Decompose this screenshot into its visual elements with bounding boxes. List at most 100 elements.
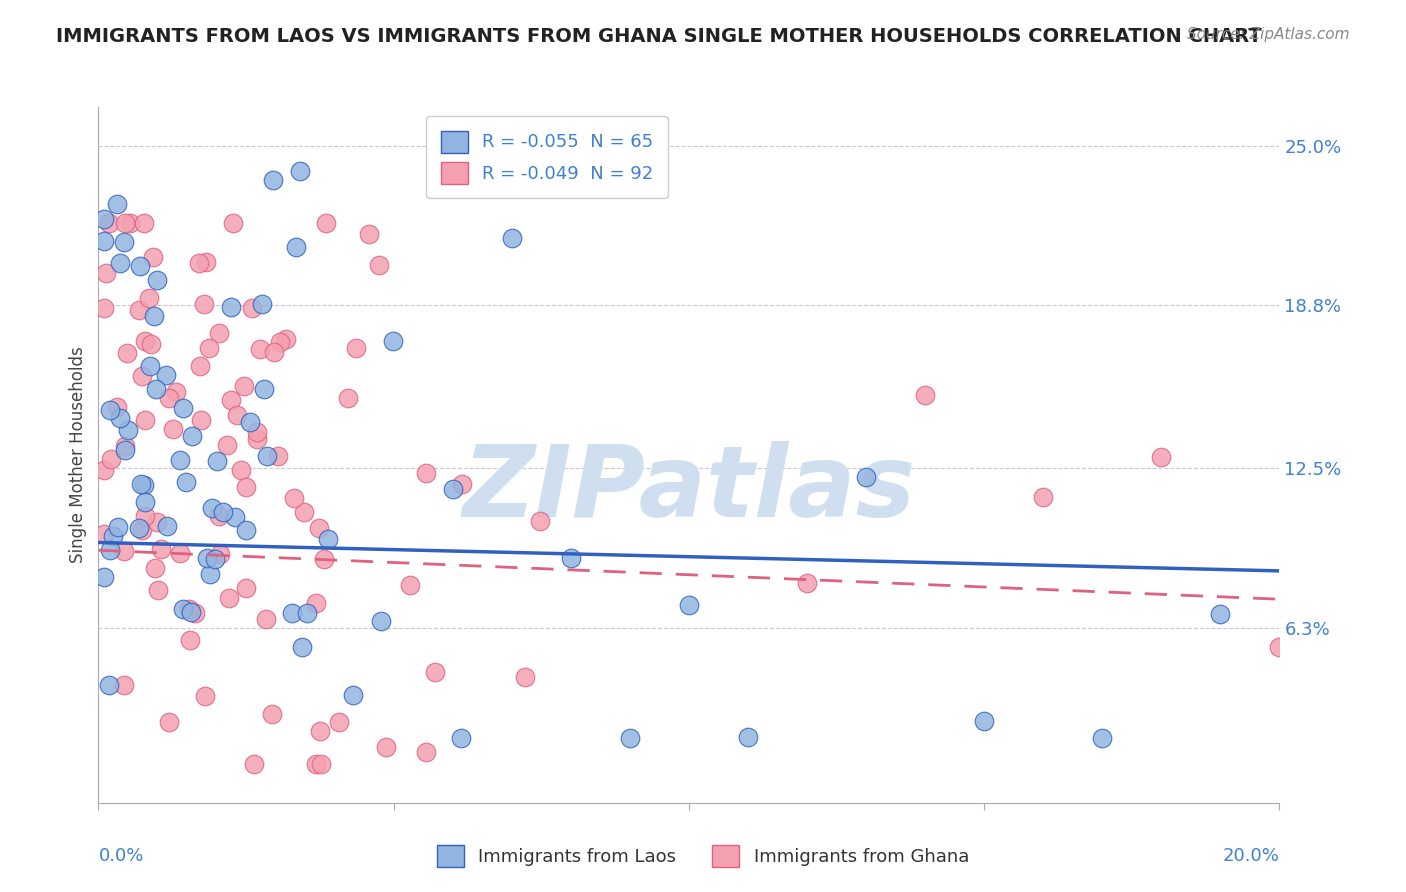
Point <box>305 757 328 772</box>
Point <box>194 689 217 703</box>
Point <box>93 526 115 541</box>
Point <box>198 341 221 355</box>
Point <box>292 505 315 519</box>
Point <box>291 640 314 655</box>
Point <box>93 463 115 477</box>
Point <box>285 240 308 254</box>
Point <box>262 707 284 722</box>
Point <box>138 291 160 305</box>
Point <box>315 216 337 230</box>
Point <box>128 302 150 317</box>
Point <box>737 731 759 745</box>
Point <box>132 478 155 492</box>
Point <box>256 449 278 463</box>
Point <box>187 256 209 270</box>
Point <box>146 515 169 529</box>
Point <box>370 614 392 628</box>
Legend: R = -0.055  N = 65, R = -0.049  N = 92: R = -0.055 N = 65, R = -0.049 N = 92 <box>426 116 668 198</box>
Point <box>235 581 257 595</box>
Point <box>149 541 172 556</box>
Point <box>204 552 226 566</box>
Point <box>375 740 398 755</box>
Point <box>108 256 131 270</box>
Point <box>157 715 180 730</box>
Point <box>233 379 256 393</box>
Point <box>131 523 153 537</box>
Point <box>235 480 257 494</box>
Point <box>263 344 285 359</box>
Point <box>105 196 128 211</box>
Point <box>201 500 224 515</box>
Point <box>172 401 194 415</box>
Point <box>238 415 260 429</box>
Point <box>98 678 121 692</box>
Point <box>678 598 700 612</box>
Point <box>309 757 332 772</box>
Point <box>235 523 257 537</box>
Point <box>97 216 120 230</box>
Point <box>105 401 128 415</box>
Point <box>262 173 284 187</box>
Point <box>100 451 122 466</box>
Point <box>415 745 437 759</box>
Point <box>93 570 115 584</box>
Point <box>138 359 160 374</box>
Point <box>200 566 222 581</box>
Point <box>515 670 537 684</box>
Point <box>280 607 302 621</box>
Point <box>98 543 121 558</box>
Point <box>312 552 335 566</box>
Point <box>208 326 231 340</box>
Point <box>242 757 264 772</box>
Point <box>131 368 153 383</box>
Point <box>398 578 420 592</box>
Point <box>246 432 269 446</box>
Legend: Immigrants from Laos, Immigrants from Ghana: Immigrants from Laos, Immigrants from Gh… <box>429 838 977 874</box>
Point <box>114 443 136 458</box>
Point <box>117 346 139 360</box>
Point <box>342 688 364 702</box>
Text: Source: ZipAtlas.com: Source: ZipAtlas.com <box>1187 27 1350 42</box>
Point <box>157 391 180 405</box>
Point <box>254 612 277 626</box>
Point <box>134 509 156 524</box>
Point <box>219 392 242 407</box>
Point <box>250 297 273 311</box>
Point <box>267 449 290 463</box>
Point <box>224 510 246 524</box>
Point <box>1091 731 1114 746</box>
Point <box>134 334 156 348</box>
Point <box>328 714 350 729</box>
Point <box>93 212 115 227</box>
Point <box>174 475 197 489</box>
Point <box>114 543 136 558</box>
Point <box>283 491 305 505</box>
Point <box>184 606 207 620</box>
Point <box>188 359 211 373</box>
Point <box>112 677 135 691</box>
Point <box>180 605 202 619</box>
Point <box>231 462 253 476</box>
Point <box>142 250 165 264</box>
Point <box>139 337 162 351</box>
Point <box>94 266 117 280</box>
Point <box>855 470 877 484</box>
Point <box>217 438 239 452</box>
Point <box>195 550 218 565</box>
Point <box>529 514 551 528</box>
Point <box>134 413 156 427</box>
Point <box>346 341 368 355</box>
Point <box>337 391 360 405</box>
Point <box>132 216 155 230</box>
Point <box>308 521 330 535</box>
Point <box>93 301 115 315</box>
Point <box>128 521 150 535</box>
Point <box>441 482 464 496</box>
Point <box>1032 490 1054 504</box>
Point <box>796 576 818 591</box>
Point <box>181 429 204 443</box>
Point <box>179 633 201 648</box>
Point <box>253 382 276 396</box>
Point <box>249 342 271 356</box>
Point <box>619 731 641 746</box>
